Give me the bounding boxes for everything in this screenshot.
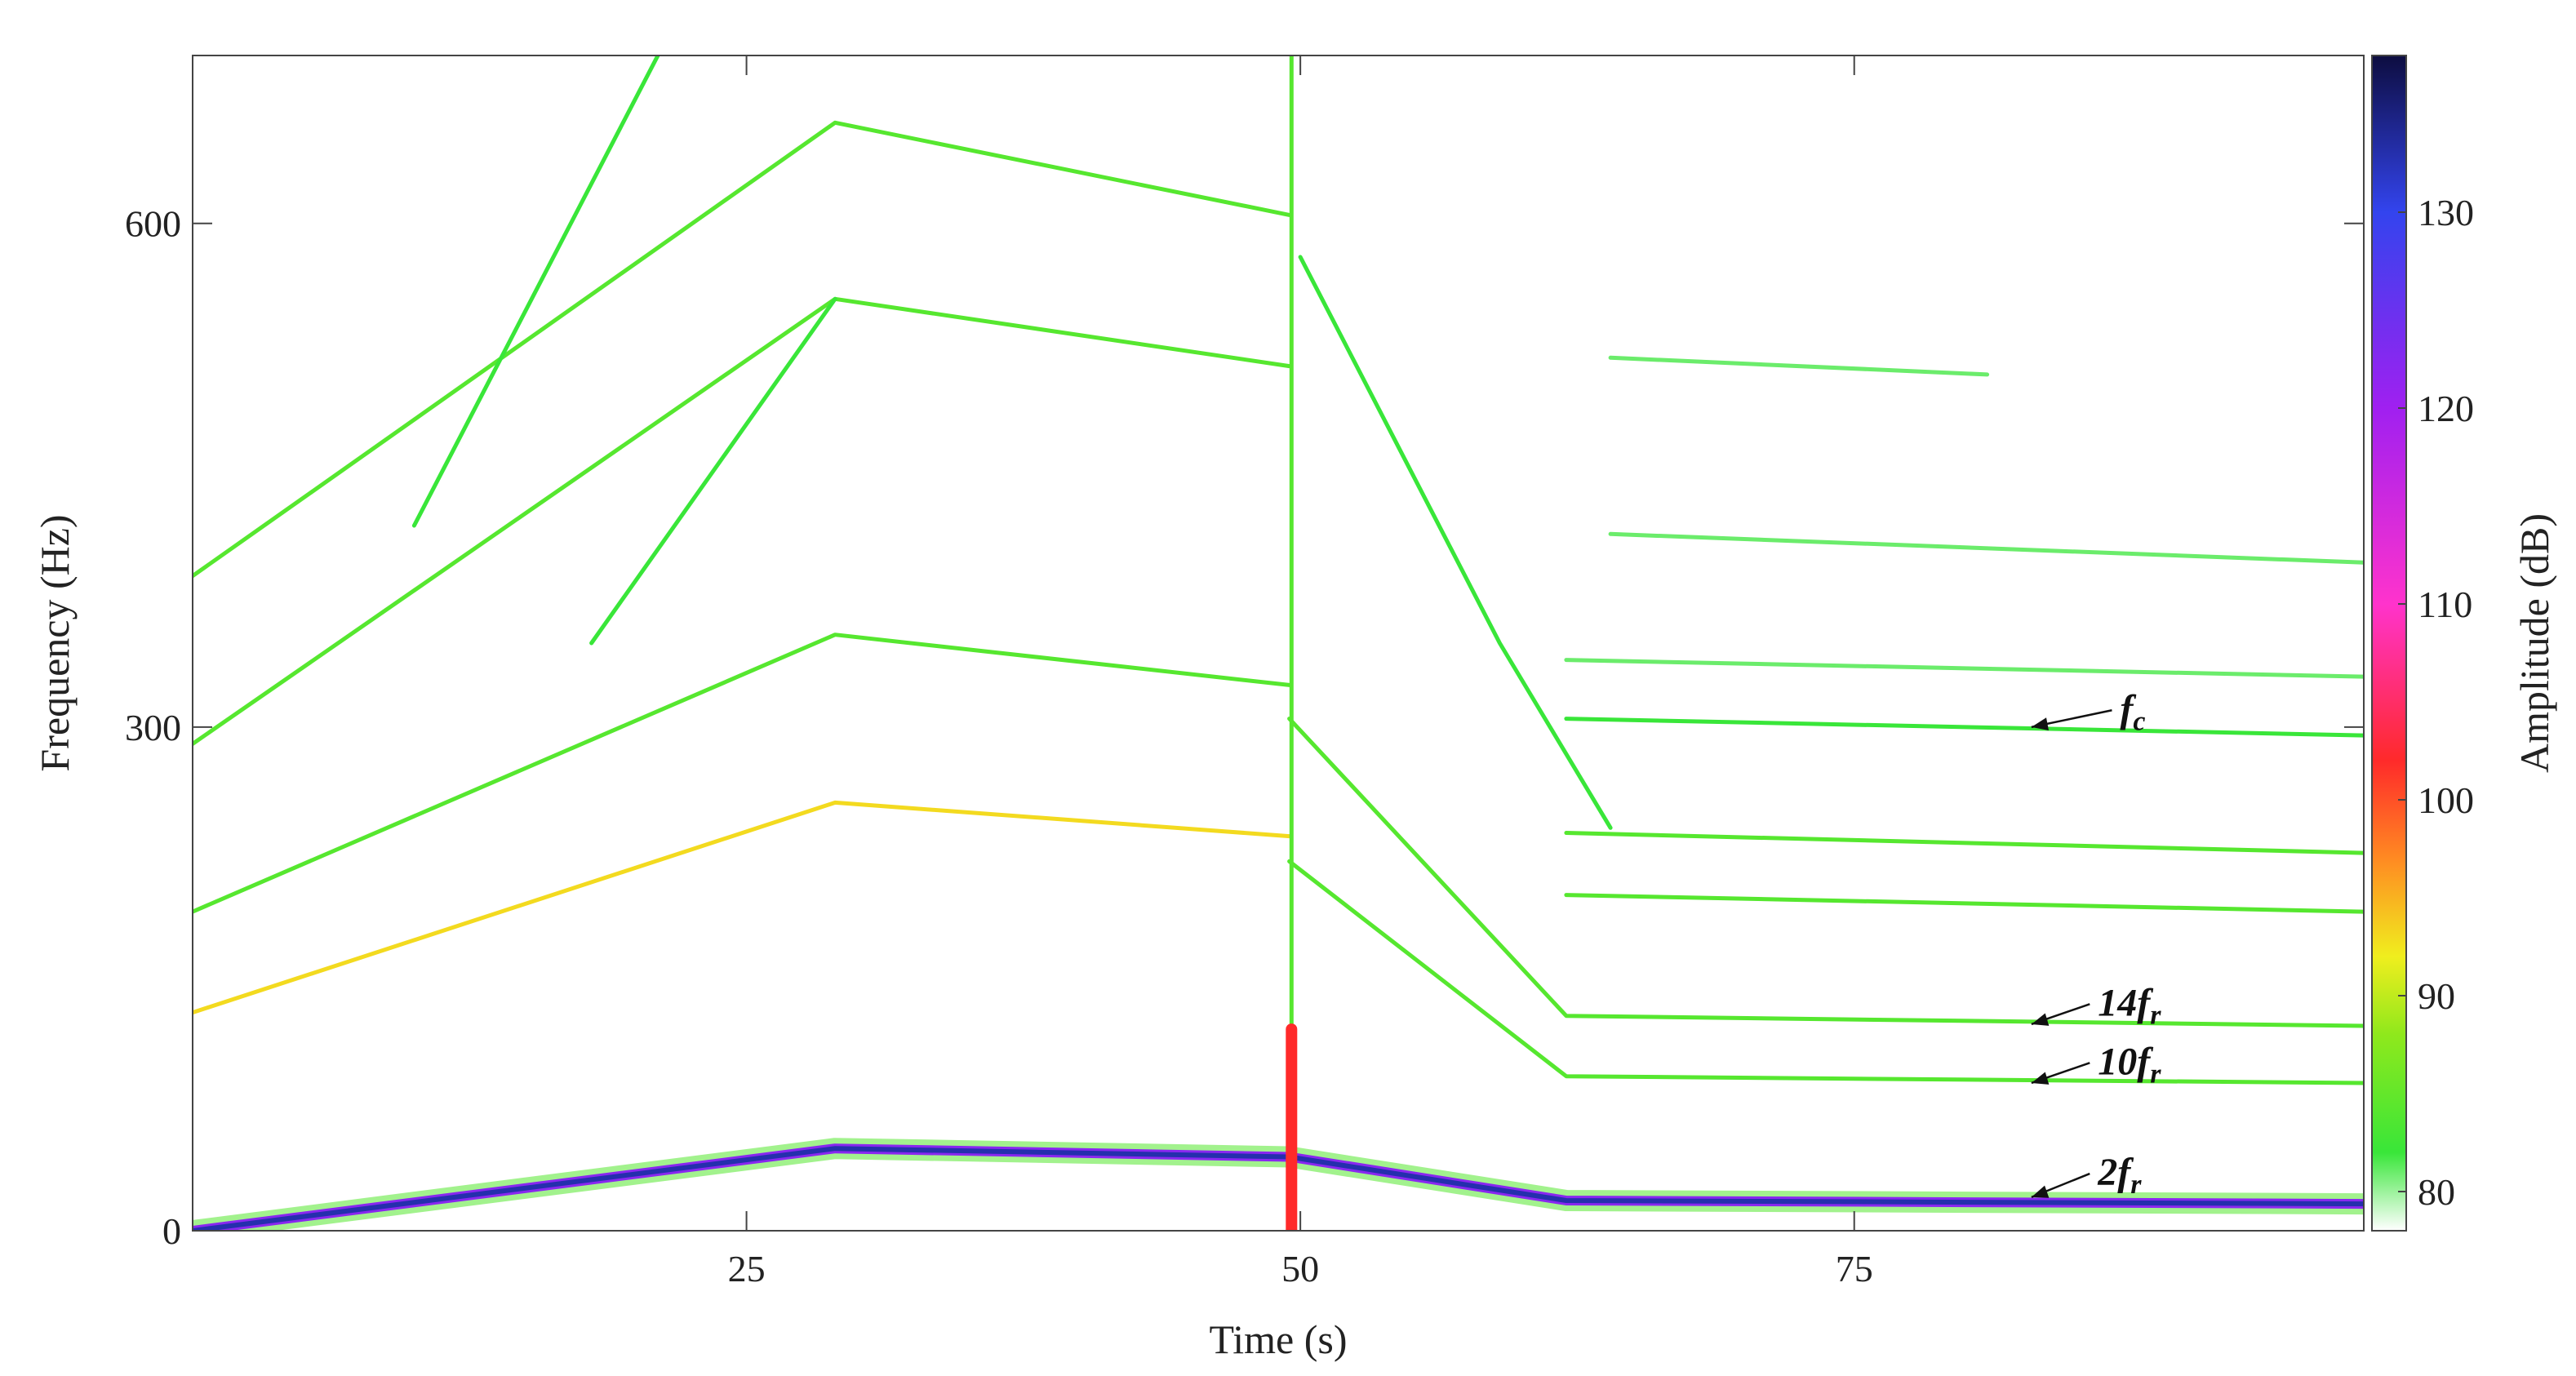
- annotation-label-main: 10f: [2098, 1040, 2153, 1083]
- spectral-track-t7: [589, 296, 837, 646]
- x-axis-title: Time (s): [1209, 1316, 1347, 1362]
- annotation-label: 14fr: [2098, 981, 2161, 1030]
- x-axis: 25 50 75: [728, 55, 1873, 1289]
- spectral-track-t5: [193, 120, 1292, 579]
- colorbar-tick-label: 100: [2418, 779, 2474, 821]
- annotation-label-sub: r: [2130, 1170, 2142, 1200]
- x-tick-label: 50: [1281, 1248, 1319, 1289]
- spectral-track-t16: [1608, 355, 1990, 377]
- y-axis: 0 300 600: [125, 203, 2364, 1252]
- colorbar: [2371, 55, 2407, 1232]
- x-tick-label: 75: [1836, 1248, 1873, 1289]
- annotation-arrowhead: [2031, 1072, 2050, 1085]
- spectral-track-t12: [1564, 831, 2364, 855]
- annotation-label: 10fr: [2098, 1040, 2161, 1089]
- spectral-track-t13: [1564, 893, 2364, 914]
- spectral-track-t14: [1564, 658, 2364, 679]
- annotation-arrowhead: [2031, 1013, 2050, 1026]
- annotation-label-sub: c: [2133, 706, 2145, 736]
- plot-layer: [193, 55, 2364, 1231]
- annotation-arrowhead: [2031, 717, 2049, 730]
- spectral-track-t8: [1287, 859, 2364, 1085]
- spectral-track-t11: [1564, 717, 2364, 738]
- colorbar-axis: 80 90 100 110 120 130: [2398, 192, 2474, 1213]
- x-tick-label: 25: [728, 1248, 766, 1289]
- y-tick-label: 600: [125, 203, 181, 245]
- colorbar-tick-label: 110: [2418, 584, 2472, 625]
- colorbar-title: Amplitude (dB): [2512, 513, 2557, 773]
- spectral-track-t10: [1298, 255, 1613, 830]
- annotation-label-sub: r: [2150, 1059, 2161, 1089]
- spectral-track-t3: [193, 633, 1292, 914]
- plot-frame: [192, 55, 2365, 1232]
- y-axis-title: Frequency (Hz): [32, 514, 78, 771]
- spectral-track-t9: [1287, 717, 2364, 1028]
- spectral-track-t2: [193, 800, 1292, 1015]
- annotation-label-main: f: [2120, 687, 2136, 730]
- annotation-label: fc: [2120, 687, 2145, 736]
- spectral-track-t6: [411, 55, 660, 528]
- annotation-label-main: 2f: [2097, 1151, 2134, 1194]
- colorbar-tick-label: 80: [2418, 1171, 2455, 1213]
- colorbar-tick-label: 90: [2418, 975, 2455, 1017]
- colorbar-tick-label: 120: [2418, 388, 2474, 429]
- annotation-label-main: 14f: [2098, 981, 2153, 1024]
- y-tick-label: 0: [162, 1210, 181, 1252]
- colorbar-tick-label: 130: [2418, 192, 2474, 233]
- spectral-track-t15: [1608, 531, 2364, 565]
- annotation-label: 2fr: [2097, 1151, 2142, 1200]
- annotation-label-sub: r: [2150, 1000, 2161, 1030]
- annotation-arrowhead: [2031, 1185, 2050, 1198]
- y-tick-label: 300: [125, 707, 181, 748]
